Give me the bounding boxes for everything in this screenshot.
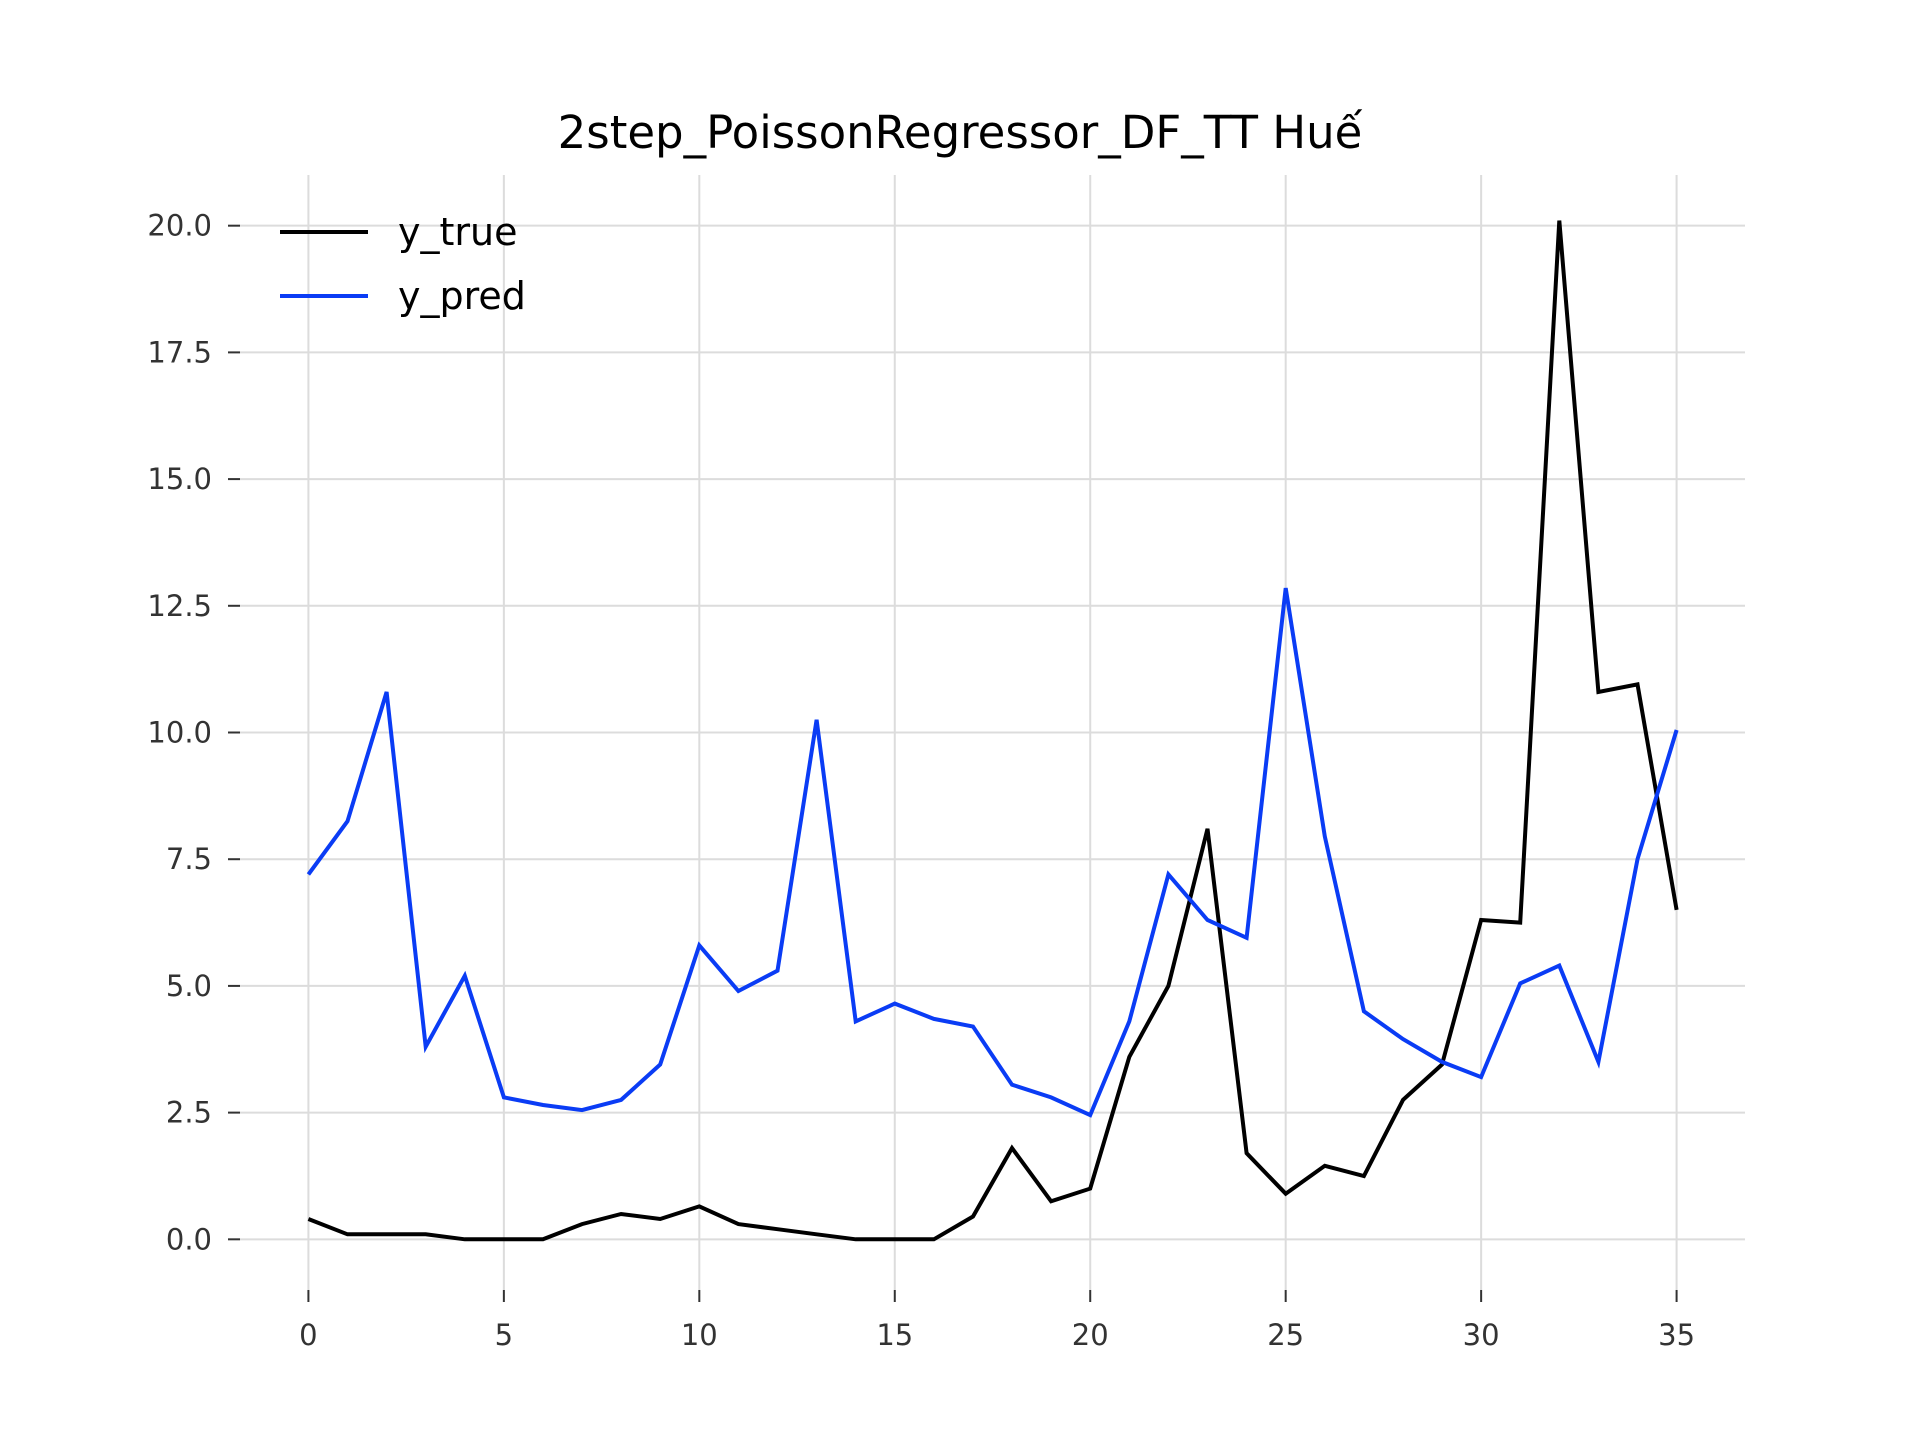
x-axis: 0 5 10 15 20 25 30 35 (299, 1290, 1695, 1352)
y-tick-label: 15.0 (147, 462, 212, 496)
x-tick-label: 35 (1658, 1318, 1695, 1352)
legend: y_true y_pred (280, 210, 526, 318)
series-group (306, 220, 1679, 1242)
x-tick-label: 10 (681, 1318, 718, 1352)
x-tick-label: 30 (1463, 1318, 1500, 1352)
y-tick-label: 20.0 (147, 209, 212, 243)
legend-item-y-true: y_true (280, 210, 517, 254)
y-tick-label: 5.0 (166, 969, 212, 1003)
y-tick-label: 12.5 (147, 589, 212, 623)
x-tick-label: 15 (876, 1318, 913, 1352)
series-line-y-true (307, 220, 1679, 1242)
x-tick-label: 20 (1072, 1318, 1109, 1352)
legend-item-y-pred: y_pred (280, 274, 526, 318)
grid (240, 175, 1745, 1290)
series-line-y-pred (306, 587, 1679, 1118)
x-tick-label: 5 (495, 1318, 513, 1352)
y-tick-label: 2.5 (166, 1096, 212, 1130)
y-tick-label: 10.0 (147, 716, 212, 750)
legend-label: y_pred (398, 274, 526, 318)
y-tick-label: 0.0 (166, 1222, 212, 1256)
x-tick-label: 0 (299, 1318, 317, 1352)
legend-label: y_true (398, 210, 517, 254)
x-tick-label: 25 (1267, 1318, 1304, 1352)
y-tick-label: 7.5 (166, 842, 212, 876)
y-tick-label: 17.5 (147, 335, 212, 369)
y-axis: 0.0 2.5 5.0 7.5 10.0 12.5 15.0 17.5 20.0 (147, 209, 240, 1256)
chart-title: 2step_PoissonRegressor_DF_TT Huế (558, 106, 1363, 159)
